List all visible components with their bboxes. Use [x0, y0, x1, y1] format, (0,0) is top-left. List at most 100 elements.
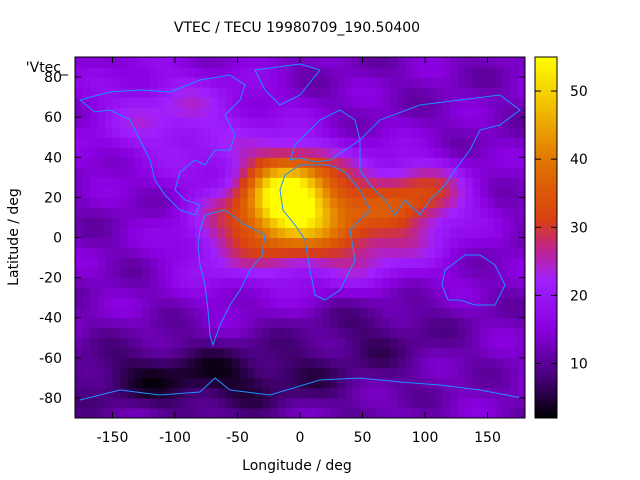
heatmap-cell: [82, 397, 91, 409]
heatmap-cell: [367, 227, 376, 238]
heatmap-cell: [202, 67, 211, 78]
heatmap-cell: [75, 287, 83, 299]
heatmap-cell: [82, 227, 91, 238]
heatmap-cell: [345, 237, 353, 249]
heatmap-cell: [157, 197, 166, 208]
heatmap-cell: [412, 67, 421, 78]
heatmap-cell: [232, 217, 241, 228]
heatmap-cell: [472, 327, 481, 339]
heatmap-cell: [112, 267, 121, 279]
heatmap-cell: [450, 387, 458, 399]
heatmap-cell: [180, 247, 188, 259]
heatmap-cell: [180, 57, 188, 68]
heatmap-cell: [262, 367, 271, 379]
heatmap-cell: [172, 157, 181, 168]
heatmap-cell: [247, 267, 256, 279]
heatmap-cell: [517, 337, 525, 349]
heatmap-cell: [97, 207, 106, 218]
heatmap-cell: [315, 277, 323, 289]
heatmap-cell: [150, 87, 158, 98]
heatmap-cell: [352, 67, 361, 78]
heatmap-cell: [120, 247, 128, 259]
heatmap-cell: [210, 137, 218, 148]
heatmap-cell: [255, 397, 263, 409]
heatmap-cell: [105, 207, 113, 218]
heatmap-cell: [180, 137, 188, 148]
heatmap-cell: [345, 117, 353, 128]
heatmap-cell: [172, 267, 181, 279]
heatmap-cell: [510, 397, 518, 409]
heatmap-cell: [157, 87, 166, 98]
heatmap-cell: [277, 347, 286, 359]
heatmap-cell: [435, 347, 443, 359]
heatmap-cell: [412, 257, 421, 269]
heatmap-cell: [142, 117, 151, 128]
heatmap-cell: [360, 147, 368, 158]
heatmap-cell: [420, 157, 428, 168]
heatmap-cell: [382, 147, 391, 158]
heatmap-cell: [487, 357, 496, 369]
heatmap-cell: [427, 237, 436, 249]
heatmap-cell: [142, 287, 151, 299]
heatmap-cell: [285, 97, 293, 108]
heatmap-cell: [315, 377, 323, 389]
heatmap-cell: [412, 77, 421, 88]
heatmap-cell: [202, 237, 211, 249]
heatmap-cell: [442, 167, 451, 178]
heatmap-cell: [112, 187, 121, 198]
heatmap-cell: [360, 387, 368, 399]
heatmap-cell: [382, 137, 391, 148]
heatmap-cell: [502, 87, 511, 98]
heatmap-cell: [442, 317, 451, 329]
heatmap-cell: [97, 237, 106, 249]
heatmap-cell: [112, 237, 121, 249]
heatmap-cell: [502, 97, 511, 108]
heatmap-cell: [337, 347, 346, 359]
heatmap-cell: [517, 347, 525, 359]
heatmap-cell: [277, 297, 286, 309]
heatmap-cell: [247, 227, 256, 238]
heatmap-cell: [360, 407, 368, 418]
heatmap-cell: [112, 277, 121, 289]
heatmap-cell: [75, 397, 83, 409]
heatmap-cell: [195, 77, 203, 88]
heatmap-cell: [315, 397, 323, 409]
heatmap-cell: [165, 227, 173, 238]
heatmap-cell: [517, 307, 525, 319]
heatmap-cell: [120, 397, 128, 409]
heatmap-cell: [105, 397, 113, 409]
heatmap-cell: [517, 97, 525, 108]
heatmap-cell: [382, 157, 391, 168]
heatmap-cell: [487, 137, 496, 148]
heatmap-cell: [412, 347, 421, 359]
heatmap-cell: [360, 57, 368, 68]
heatmap-cell: [345, 227, 353, 238]
heatmap-cell: [210, 347, 218, 359]
heatmap-cell: [480, 297, 488, 309]
heatmap-cell: [255, 317, 263, 329]
heatmap-cell: [345, 87, 353, 98]
heatmap-cell: [352, 287, 361, 299]
heatmap-cell: [397, 247, 406, 259]
heatmap-cell: [120, 197, 128, 208]
heatmap-cell: [465, 107, 473, 118]
heatmap-cell: [187, 367, 196, 379]
heatmap-cell: [510, 357, 518, 369]
heatmap-cell: [427, 157, 436, 168]
heatmap-cell: [210, 367, 218, 379]
heatmap-cell: [502, 397, 511, 409]
heatmap-cell: [292, 257, 301, 269]
heatmap-cell: [502, 67, 511, 78]
heatmap-cell: [300, 187, 308, 198]
heatmap-cell: [427, 137, 436, 148]
heatmap-cell: [195, 337, 203, 349]
heatmap-cell: [172, 307, 181, 319]
heatmap-cell: [165, 357, 173, 369]
heatmap-cell: [150, 77, 158, 88]
heatmap-cell: [75, 327, 83, 339]
heatmap-cell: [285, 127, 293, 138]
heatmap-cell: [127, 57, 136, 68]
heatmap-cell: [210, 257, 218, 269]
heatmap-cell: [240, 357, 248, 369]
heatmap-cell: [367, 137, 376, 148]
